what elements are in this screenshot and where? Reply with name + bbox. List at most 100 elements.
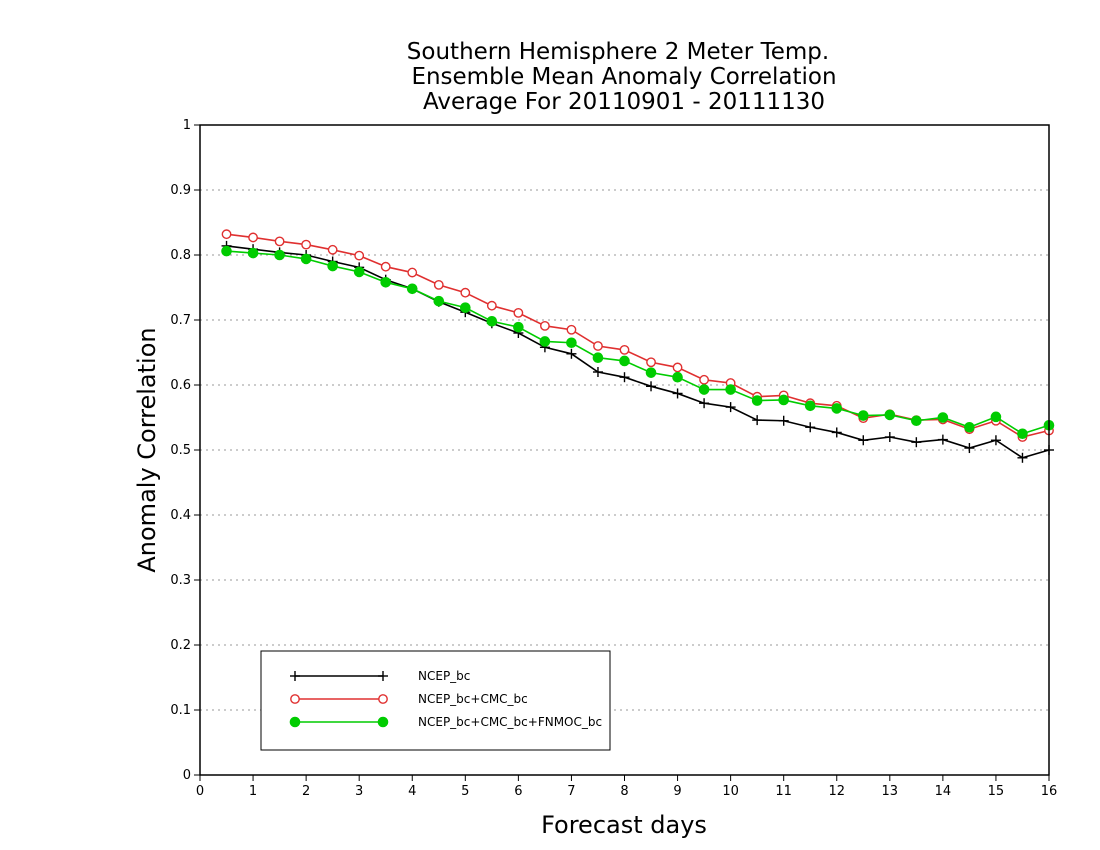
x-tick-label-15: 15 — [988, 784, 1005, 799]
series-0 — [221, 240, 1054, 463]
title-line-1: Southern Hemisphere 2 Meter Temp. — [407, 39, 829, 65]
y-tick-label-5: 0.5 — [170, 443, 191, 458]
legend-item-1: NCEP_bc+CMC_bc — [290, 692, 528, 706]
series-2-point-5 — [353, 266, 365, 278]
legend-item-0: NCEP_bc — [290, 669, 470, 683]
legend-marker-2-b — [377, 716, 389, 728]
series-line-0 — [226, 245, 1050, 459]
legend-label-1: NCEP_bc+CMC_bc — [418, 692, 528, 706]
series-1-point-5 — [354, 250, 365, 261]
series-0-point-14 — [592, 367, 603, 377]
title-line-3: Average For 20110901 - 20111130 — [423, 89, 825, 115]
legend-item-2: NCEP_bc+CMC_bc+FNMOC_bc — [289, 715, 602, 729]
series-2-point-7 — [406, 283, 418, 295]
series-2-point-17 — [672, 371, 683, 383]
chart-title: Southern Hemisphere 2 Meter Temp. Ensemb… — [407, 39, 837, 115]
series-1-point-1 — [248, 232, 258, 243]
series-0-point-13 — [566, 348, 577, 359]
series-1-point-0 — [221, 229, 232, 240]
x-tick-label-12: 12 — [828, 784, 845, 799]
series-2-point-11 — [513, 321, 524, 333]
x-tick-label-9: 9 — [673, 784, 681, 799]
series-2-point-13 — [566, 337, 577, 349]
series-0-point-24 — [858, 435, 869, 446]
x-tick-label-0: 0 — [196, 784, 204, 799]
series-1-point-13 — [566, 324, 577, 335]
x-tick-label-13: 13 — [882, 784, 899, 799]
x-tick-label-11: 11 — [775, 784, 792, 799]
series-2-point-12 — [539, 336, 551, 347]
legend-marker-1-a — [290, 694, 300, 704]
legend: NCEP_bc NCEP_bc+CMC_bc NCEP_bc+CMC_bc+FNMO… — [260, 650, 611, 751]
legend-box — [260, 650, 611, 751]
plot-series — [221, 229, 1055, 463]
series-2-point-22 — [804, 400, 816, 412]
x-tick-label-6: 6 — [514, 784, 522, 799]
series-line-2 — [226, 250, 1050, 435]
y-tick-label-2: 0.2 — [170, 638, 191, 653]
series-1 — [221, 229, 1054, 442]
series-1-point-18 — [699, 374, 709, 385]
series-0-point-30 — [1017, 452, 1028, 463]
x-tick-label-1: 1 — [249, 784, 257, 799]
x-tick-label-14: 14 — [935, 784, 952, 799]
grid-lines — [200, 189, 1049, 711]
series-2-point-2 — [274, 249, 285, 261]
series-0-point-29 — [990, 435, 1001, 446]
y-tick-label-10: 1 — [183, 118, 191, 133]
series-2-point-16 — [645, 367, 657, 378]
series-2-point-0 — [221, 245, 232, 257]
series-1-point-12 — [540, 320, 550, 331]
series-0-point-17 — [672, 388, 683, 399]
legend-marker-0-b — [378, 671, 388, 681]
series-1-point-2 — [274, 236, 285, 247]
y-axis-label: Anomaly Correlation — [133, 327, 161, 572]
series-1-point-4 — [327, 244, 338, 255]
series-0-point-27 — [937, 434, 948, 445]
y-tick-label-6: 0.6 — [170, 378, 191, 393]
series-2-point-23 — [831, 403, 843, 414]
x-tick-label-5: 5 — [461, 784, 469, 799]
legend-marker-2-a — [289, 716, 301, 728]
series-2-point-6 — [380, 277, 392, 288]
series-2-point-30 — [1017, 428, 1028, 440]
series-2-point-15 — [619, 355, 630, 367]
series-2-point-18 — [698, 384, 710, 395]
y-tick-label-1: 0.1 — [170, 703, 191, 718]
x-tick-label-4: 4 — [408, 784, 416, 799]
y-tick-label-4: 0.4 — [170, 508, 191, 523]
series-0-point-26 — [911, 437, 922, 448]
y-tick-label-3: 0.3 — [170, 573, 191, 588]
series-1-point-9 — [460, 287, 471, 298]
series-0-point-16 — [646, 381, 657, 392]
series-2-point-27 — [937, 412, 949, 423]
x-tick-label-8: 8 — [620, 784, 628, 799]
series-2-point-10 — [486, 316, 498, 327]
series-2-point-8 — [433, 295, 445, 307]
series-2-point-28 — [964, 421, 975, 433]
x-axis-label: Forecast days — [541, 811, 707, 839]
series-2-point-3 — [300, 253, 312, 265]
series-0-point-20 — [752, 415, 763, 426]
y-tick-label-7: 0.7 — [170, 313, 191, 328]
series-2 — [221, 245, 1055, 440]
legend-label-2: NCEP_bc+CMC_bc+FNMOC_bc — [418, 715, 602, 729]
series-1-point-3 — [301, 239, 312, 250]
series-0-point-28 — [964, 443, 975, 454]
title-line-2: Ensemble Mean Anomaly Correlation — [411, 64, 836, 90]
x-tick-label-7: 7 — [567, 784, 575, 799]
series-2-point-20 — [751, 395, 763, 406]
series-0-point-23 — [831, 427, 842, 438]
series-1-point-8 — [433, 279, 444, 290]
series-2-point-21 — [778, 394, 789, 406]
series-0-point-21 — [778, 415, 789, 426]
legend-marker-1-b — [378, 694, 388, 704]
series-1-point-6 — [380, 261, 391, 272]
series-1-point-17 — [672, 362, 683, 373]
series-0-point-19 — [725, 402, 736, 413]
legend-marker-0-a — [290, 671, 300, 681]
series-1-point-11 — [513, 307, 524, 318]
series-2-point-14 — [592, 352, 604, 364]
series-1-point-16 — [646, 357, 656, 368]
